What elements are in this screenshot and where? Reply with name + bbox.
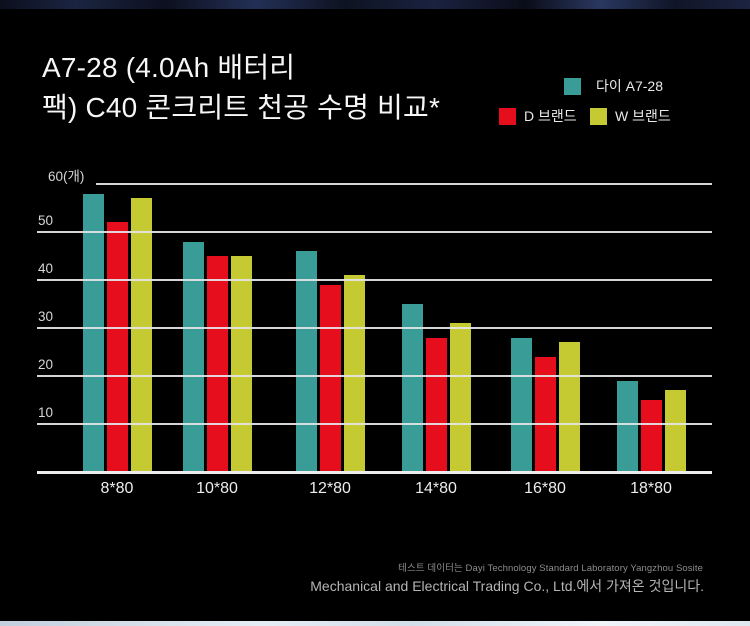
bar-D 브랜드-18*80	[641, 400, 662, 472]
bar-다이 A7-28-10*80	[183, 242, 204, 472]
gridline-30	[37, 327, 712, 329]
y-tick-label-20: 20	[38, 357, 54, 372]
legend-swatch-d-brand	[499, 107, 516, 125]
y-tick-label-40: 40	[38, 261, 54, 276]
bar-group-14*80	[402, 304, 471, 472]
x-tick-label-14*80: 14*80	[415, 480, 457, 497]
bottom-decorative-strip	[0, 621, 750, 626]
gridline-60	[96, 183, 712, 185]
x-tick-label-18*80: 18*80	[630, 480, 672, 497]
bar-다이 A7-28-12*80	[296, 251, 317, 472]
legend-item-w-brand: W 브랜드	[590, 106, 671, 126]
chart-title-line2: 팩) C40 콘크리트 천공 수명 비교*	[42, 92, 441, 123]
x-axis-baseline	[37, 471, 712, 474]
legend-item-d-brand: D 브랜드	[499, 106, 577, 126]
y-tick-label-60: 60(개)	[48, 169, 85, 184]
bar-D 브랜드-14*80	[426, 338, 447, 472]
bar-W 브랜드-14*80	[450, 323, 471, 472]
bar-W 브랜드-10*80	[231, 256, 252, 472]
legend-item-dayi-a7-28: 다이 A7-28	[564, 76, 663, 96]
gridline-10	[37, 423, 712, 425]
bar-W 브랜드-12*80	[344, 275, 365, 472]
gridline-20	[37, 375, 712, 377]
bar-다이 A7-28-8*80	[83, 194, 104, 472]
top-decorative-strip	[0, 0, 750, 9]
legend-label-d-brand: D 브랜드	[524, 108, 577, 124]
legend-label-w-brand: W 브랜드	[615, 108, 671, 124]
bar-W 브랜드-18*80	[665, 390, 686, 472]
y-tick-label-30: 30	[38, 309, 54, 324]
x-tick-label-8*80: 8*80	[100, 480, 134, 497]
bar-다이 A7-28-14*80	[402, 304, 423, 472]
bar-group-8*80	[83, 194, 152, 472]
bar-D 브랜드-12*80	[320, 285, 341, 472]
bar-다이 A7-28-18*80	[617, 381, 638, 472]
bar-다이 A7-28-16*80	[511, 338, 532, 472]
bar-chart-plot-area: 10 20 30 40 50 60(개) 8*80 10*80 12*80 14*80 16*80 1…	[37, 169, 712, 497]
footnote-source-line2: Mechanical and Electrical Trading Co., L…	[310, 578, 704, 594]
gridline-40	[37, 279, 712, 281]
chart-title-line1: A7-28 (4.0Ah 배터리	[42, 52, 296, 83]
y-tick-label-10: 10	[38, 405, 54, 420]
legend-label-dayi-a7-28: 다이 A7-28	[596, 78, 664, 94]
bar-group-16*80	[511, 338, 580, 472]
bar-group-12*80	[296, 251, 365, 472]
bar-group-10*80	[183, 242, 252, 472]
x-tick-label-10*80: 10*80	[196, 480, 238, 497]
bar-W 브랜드-16*80	[559, 342, 580, 472]
x-tick-label-16*80: 16*80	[524, 480, 566, 497]
y-tick-label-50: 50	[38, 213, 54, 228]
footnote-source-line1: 테스트 데이터는 Dayi Technology Standard Labora…	[398, 563, 703, 574]
legend-swatch-w-brand	[590, 107, 607, 125]
gridline-50	[37, 231, 712, 233]
bar-D 브랜드-8*80	[107, 222, 128, 472]
bar-D 브랜드-16*80	[535, 357, 556, 472]
legend-swatch-dayi-a7-28	[564, 77, 581, 95]
chart-title: A7-28 (4.0Ah 배터리 팩) C40 콘크리트 천공 수명 비교*	[42, 48, 440, 128]
bar-D 브랜드-10*80	[207, 256, 228, 472]
bar-group-18*80	[617, 381, 686, 472]
bar-W 브랜드-8*80	[131, 198, 152, 472]
x-tick-label-12*80: 12*80	[309, 480, 351, 497]
